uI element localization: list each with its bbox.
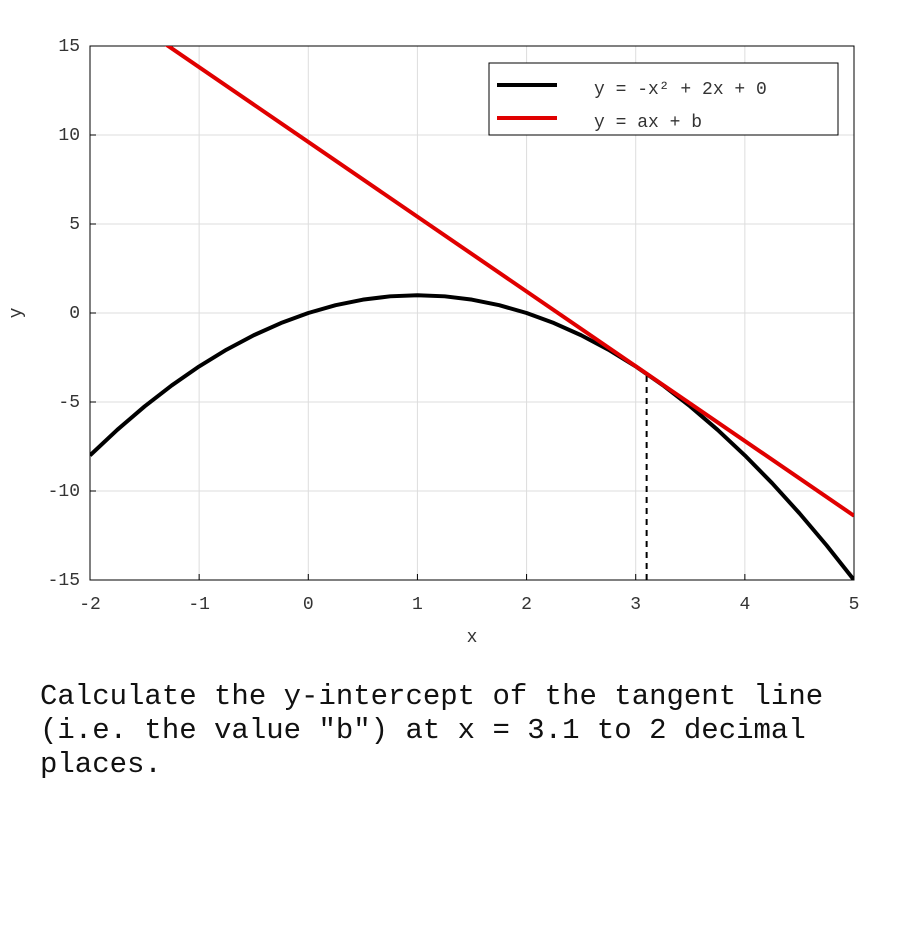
question-text: Calculate the y-intercept of the tangent… xyxy=(40,680,824,781)
x-tick-label: -2 xyxy=(79,595,101,615)
series-line xyxy=(90,293,854,580)
plot-frame xyxy=(89,45,855,581)
plot-area xyxy=(90,46,854,580)
x-tick-label: 3 xyxy=(630,595,641,615)
legend-box xyxy=(488,62,839,136)
x-axis-label: x xyxy=(467,628,478,648)
y-tick-label: 0 xyxy=(69,304,80,324)
series-line xyxy=(164,46,854,518)
y-axis-label: y xyxy=(7,307,27,318)
x-tick-label: 2 xyxy=(521,595,532,615)
x-tick-label: -1 xyxy=(188,595,210,615)
y-tick-label: 15 xyxy=(58,37,80,57)
legend-label: y = ax + b xyxy=(594,113,702,133)
y-tick-label: 5 xyxy=(69,215,80,235)
legend-label: y = -x² + 2x + 0 xyxy=(594,80,767,100)
y-tick-label: -5 xyxy=(58,393,80,413)
x-tick-label: 5 xyxy=(849,595,860,615)
y-tick-label: 10 xyxy=(58,126,80,146)
y-tick-label: -15 xyxy=(48,571,80,591)
y-tick-label: -10 xyxy=(48,482,80,502)
x-tick-label: 1 xyxy=(412,595,423,615)
x-tick-label: 4 xyxy=(739,595,750,615)
x-tick-label: 0 xyxy=(303,595,314,615)
